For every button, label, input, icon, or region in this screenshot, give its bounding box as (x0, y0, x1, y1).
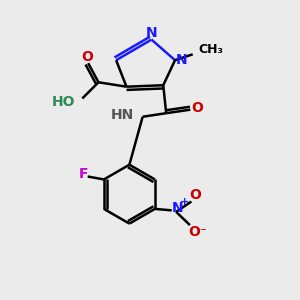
Text: N: N (146, 26, 157, 40)
Text: HO: HO (51, 95, 75, 109)
Text: O: O (189, 188, 201, 202)
Text: N: N (172, 201, 183, 215)
Text: +: + (180, 197, 190, 207)
Text: O: O (188, 225, 200, 239)
Text: ⁻: ⁻ (199, 226, 206, 239)
Text: CH₃: CH₃ (199, 44, 224, 56)
Text: O: O (81, 50, 93, 64)
Text: HN: HN (111, 108, 134, 122)
Text: N: N (176, 53, 187, 67)
Text: O: O (191, 101, 203, 115)
Text: F: F (79, 167, 88, 181)
